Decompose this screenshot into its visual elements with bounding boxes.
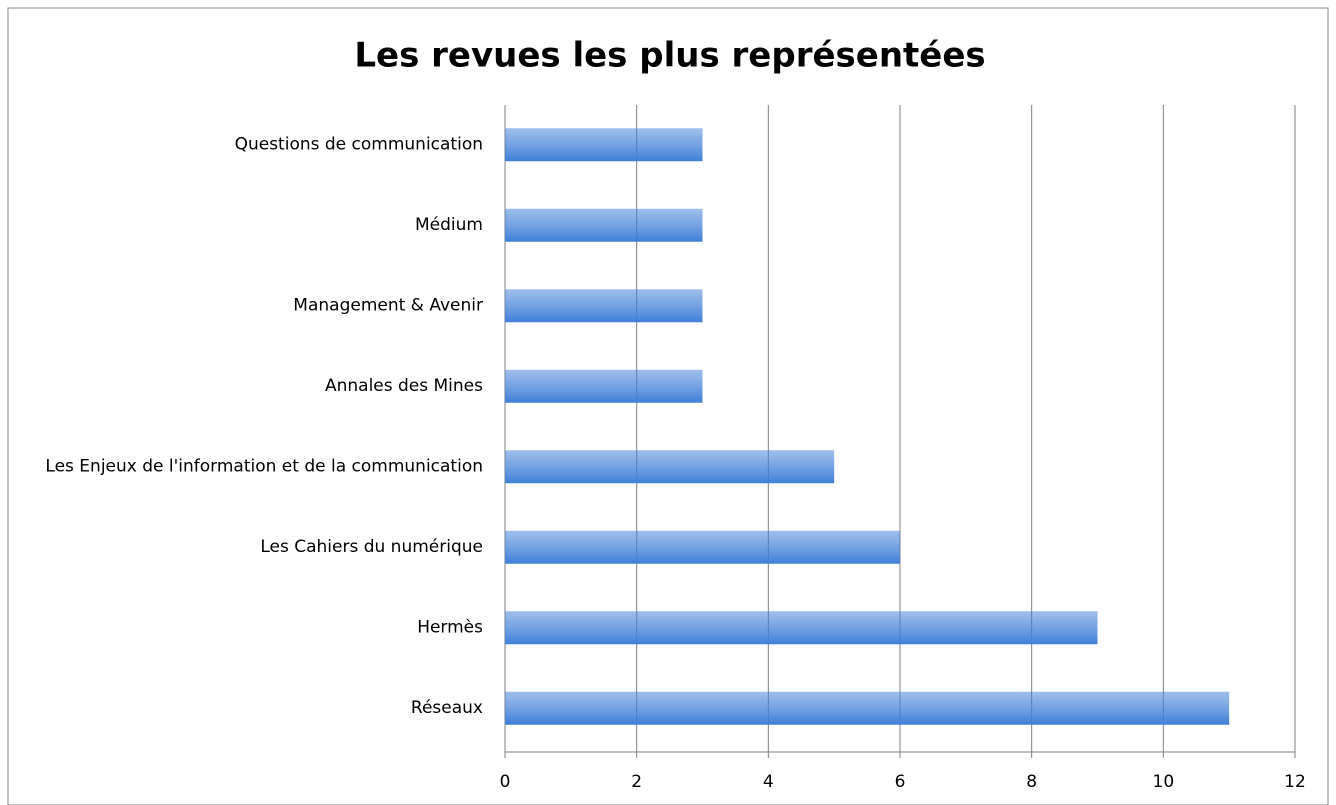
bar xyxy=(505,128,703,162)
chart-frame xyxy=(7,7,1329,805)
x-tick-label: 8 xyxy=(1026,772,1037,792)
y-tick-label: Médium xyxy=(415,215,483,235)
bar xyxy=(505,611,1098,645)
chart-title: Les revues les plus représentées xyxy=(354,36,985,76)
bar xyxy=(505,208,703,242)
y-tick-label: Questions de communication xyxy=(235,134,483,154)
x-tick-label: 6 xyxy=(895,772,906,792)
y-tick-label: Hermès xyxy=(417,617,483,637)
y-tick-label: Management & Avenir xyxy=(293,295,483,315)
x-tick-label: 10 xyxy=(1153,772,1175,792)
bar xyxy=(505,369,703,403)
bar xyxy=(505,289,703,323)
x-tick-label: 4 xyxy=(763,772,774,792)
y-tick-label: Annales des Mines xyxy=(325,376,483,396)
y-tick-label: Réseaux xyxy=(411,698,483,718)
y-tick-label: Les Cahiers du numérique xyxy=(260,537,483,557)
x-tick-label: 0 xyxy=(500,772,511,792)
x-tick-label: 12 xyxy=(1284,772,1306,792)
bar xyxy=(505,450,835,484)
y-tick-label: Les Enjeux de l'information et de la com… xyxy=(45,456,483,476)
x-tick-label: 2 xyxy=(631,772,642,792)
bar xyxy=(505,530,900,564)
bar xyxy=(505,691,1230,725)
